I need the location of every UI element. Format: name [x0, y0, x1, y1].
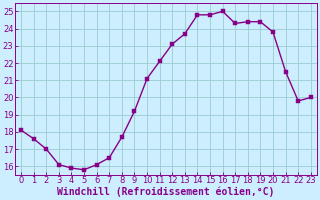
X-axis label: Windchill (Refroidissement éolien,°C): Windchill (Refroidissement éolien,°C) [57, 187, 275, 197]
